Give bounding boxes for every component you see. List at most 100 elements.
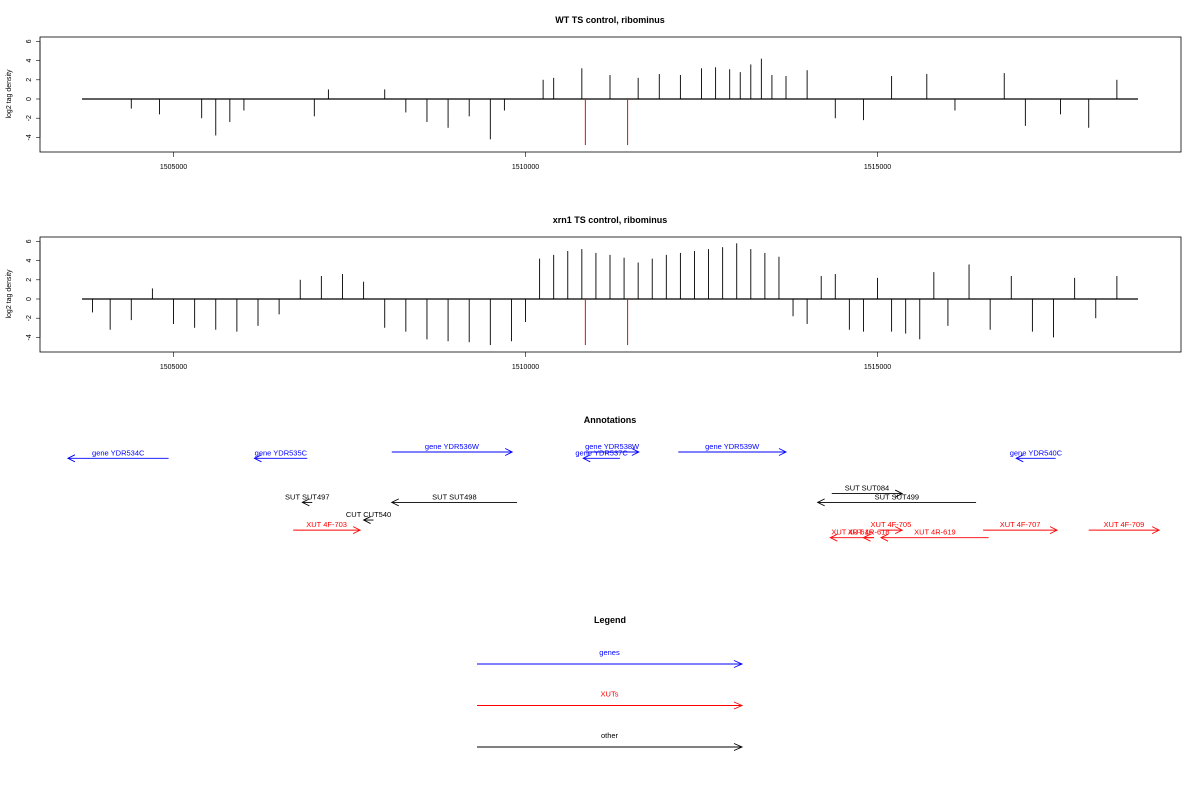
xrn1-bars [82,243,1138,346]
annotation-feature: gene YDR540C [1010,448,1063,463]
annotation-feature: XUT 4F-703 [293,520,362,535]
annotation-arrowhead [816,498,825,507]
annotation-arrowhead [1049,526,1059,535]
annotation-label: SUT SUT497 [285,492,329,501]
xrn1-y-tick-label: 6 [26,239,33,243]
xrn1-y-tick-label: 4 [26,259,33,263]
annotation-arrowhead [253,454,262,463]
annotation-label: SUT SUT498 [432,492,476,501]
xrn1-x-tick-label: 1505000 [160,364,187,371]
annotation-arrowhead [390,498,399,507]
annotation-label: SUT SUT084 [845,484,889,493]
annotation-feature: XUT 4F-707 [983,520,1059,535]
annotation-feature: XUT 4F-705 [871,520,912,535]
wt-panel-title: WT TS control, ribominus [555,15,665,25]
annotation-feature: CUT CUT540 [346,510,391,524]
legend-items: genes XUTs other [477,648,744,751]
xrn1-plot-frame [39,236,1182,353]
annotation-feature: XUT 4R-618 [848,528,890,542]
annotation-label: XUT 4R-619 [914,528,956,537]
annotation-feature: SUT SUT498 [390,492,518,507]
wt-panel: WT TS control, ribominus log2 tag densit… [6,15,1182,171]
annotation-feature: gene YDR538W [585,442,640,456]
annotation-label: XUT 4F-709 [1104,520,1145,529]
annotation-arrowhead [829,533,838,542]
annotation-label: gene YDR538W [585,442,640,451]
annotation-items: gene YDR534C gene YDR535C gene YDR536W gene… [66,442,1161,542]
annotation-label: XUT 4F-705 [871,520,912,529]
xrn1-y-tick-label: 2 [26,278,33,282]
legend-arrowhead [733,660,744,668]
wt-y-tick-label: -2 [26,115,33,121]
xrn1-panel-title: xrn1 TS control, ribominus [553,215,668,225]
annotation-arrowhead [582,454,591,463]
xrn1-y-tick-label: -4 [26,334,33,340]
annotations-title: Annotations [584,415,637,425]
legend-entry: genes [477,648,744,668]
annotation-label: gene YDR536W [425,442,480,451]
xrn1-y-tick-label: -2 [26,315,33,321]
wt-ticks: -4 -2 0 2 4 6 1505000 1510000 1515000 [26,39,891,171]
annotation-label: gene YDR539W [705,442,760,451]
xrn1-y-axis-label: log2 tag density [6,269,13,319]
wt-plot-frame [39,36,1182,153]
annotation-arrowhead [631,448,640,456]
annotation-arrowhead [362,516,371,524]
legend-entry: XUTs [477,690,744,710]
wt-x-tick-label: 1510000 [512,164,539,171]
legend-entry: other [477,731,744,751]
annotation-feature: XUT 4R-619 [880,528,989,542]
legend-label: other [601,731,619,740]
wt-y-axis-label: log2 tag density [6,69,13,119]
legend-arrowhead [733,701,744,710]
annotation-label: XUT 4F-703 [306,520,347,529]
annotation-feature: gene YDR537C [575,448,628,463]
annotation-label: gene YDR540C [1010,448,1063,457]
annotation-arrowhead [778,448,788,456]
wt-y-tick-label: -4 [26,134,33,140]
annotation-feature: gene YDR534C [66,448,169,463]
xrn1-y-tick-label: 0 [26,297,33,301]
annotation-arrowhead [1015,454,1024,463]
legend-label: XUTs [601,690,619,699]
annotation-label: SUT SUT499 [875,492,919,501]
annotation-feature: XUT 4F-709 [1088,520,1161,535]
legend: Legend genes XUTs other [477,615,744,751]
annotation-arrowhead [880,533,889,542]
wt-y-tick-label: 2 [26,78,33,82]
wt-y-tick-label: 6 [26,39,33,43]
annotation-arrowhead [862,533,871,542]
annotation-label: XUT 4F-707 [1000,520,1041,529]
annotation-label: XUT 4R-618 [848,528,890,537]
annotation-feature: gene YDR536W [391,442,514,456]
annotation-arrowhead [1151,526,1161,535]
xrn1-panel: xrn1 TS control, ribominus log2 tag dens… [6,215,1182,371]
annotation-label: XUT 4R-616 [831,528,873,537]
legend-title: Legend [594,615,626,625]
annotation-arrowhead [301,498,310,507]
annotation-feature: SUT SUT497 [285,492,330,507]
annotation-label: gene YDR534C [92,448,145,457]
xrn1-x-tick-label: 1515000 [864,364,891,371]
annotation-arrowhead [352,526,362,535]
annotation-label: gene YDR537C [575,448,628,457]
annotation-arrowhead [504,448,514,456]
wt-bars [82,58,1138,146]
annotation-label: CUT CUT540 [346,510,391,519]
annotation-feature: SUT SUT084 [831,484,904,498]
annotation-label: gene YDR535C [255,448,308,457]
xrn1-x-tick-label: 1510000 [512,364,539,371]
annotations-track: Annotations gene YDR534C gene YDR535Cgene… [66,415,1161,542]
legend-label: genes [599,648,620,657]
xrn1-ticks: -4 -2 0 2 4 6 1505000 1510000 1515000 [26,239,891,371]
wt-y-tick-label: 0 [26,97,33,101]
wt-x-tick-label: 1505000 [160,164,187,171]
wt-y-tick-label: 4 [26,59,33,63]
wt-x-tick-label: 1515000 [864,164,891,171]
annotation-feature: gene YDR535C [253,448,308,463]
legend-arrowhead [733,743,744,751]
annotation-arrowhead [894,526,904,535]
annotation-feature: SUT SUT499 [816,492,977,507]
annotation-arrowhead [66,454,76,463]
